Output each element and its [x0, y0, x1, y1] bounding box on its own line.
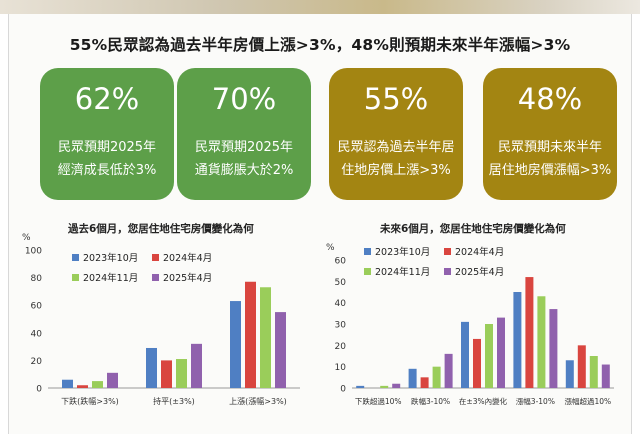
bar — [549, 309, 558, 388]
bar — [275, 312, 286, 388]
legend-label: 2024年11月 — [375, 266, 430, 278]
y-tick-label: 50 — [335, 278, 347, 288]
x-tick-label: 漲幅超過10% — [564, 396, 611, 406]
bar — [146, 347, 157, 388]
legend-label: 2024年11月 — [83, 272, 138, 284]
y-tick-label: 60 — [31, 302, 43, 312]
stat-card-past-price: 55% 民眾認為過去半年居 住地房價上漲>3% — [329, 68, 463, 200]
stat-card-line: 通貨膨脹大於2% — [194, 163, 294, 178]
bar — [107, 372, 118, 388]
y-axis-label: % — [326, 243, 335, 253]
y-tick-label: 10 — [335, 363, 347, 373]
y-tick-label: 20 — [31, 357, 43, 367]
bar — [380, 385, 389, 388]
stat-card-value: 48% — [517, 82, 583, 116]
stat-card-value: 55% — [363, 82, 429, 116]
y-tick-label: 40 — [31, 329, 43, 339]
y-tick-label: 80 — [31, 274, 43, 284]
y-tick-label: 30 — [335, 321, 347, 331]
stat-card-gdp: 62% 民眾預期2025年 經濟成長低於3% — [40, 68, 174, 200]
y-tick-label: 20 — [335, 342, 347, 352]
bar — [577, 345, 586, 388]
legend-label: 2023年10月 — [83, 252, 138, 264]
stat-card-value: 70% — [211, 82, 277, 116]
legend-swatch — [364, 268, 371, 275]
bar — [92, 381, 103, 388]
chart-title: 未來6個月，您居住地住宅房價變化為何 — [379, 222, 566, 235]
legend-swatch — [152, 274, 159, 281]
legend-swatch — [444, 268, 451, 275]
bar — [191, 343, 202, 388]
legend-swatch — [72, 274, 79, 281]
bar — [601, 364, 610, 388]
bar — [408, 368, 417, 388]
stat-card-future-price: 48% 民眾預期未來半年 居住地房價漲幅>3% — [483, 68, 617, 200]
past-price-chart-svg: 過去6個月，您居住地住宅房價變化為何% 0 20 40 60 80 100 下跌(跌幅>3%)… — [22, 222, 300, 406]
bar — [513, 292, 522, 388]
legend-label: 2024年4月 — [455, 246, 504, 258]
x-tick-label: 漲幅3-10% — [516, 396, 555, 406]
bar — [444, 353, 453, 388]
y-axis-label: % — [22, 233, 31, 243]
legend-swatch — [72, 254, 79, 261]
stat-card-description: 民眾預期2025年 經濟成長低於3% — [44, 136, 170, 182]
bar — [77, 385, 88, 388]
bar — [392, 383, 401, 388]
stat-card-line: 經濟成長低於3% — [57, 163, 157, 178]
x-tick-label: 在±3%內變化 — [459, 396, 508, 406]
bar — [473, 338, 481, 388]
stat-card-description: 民眾預期未來半年 居住地房價漲幅>3% — [487, 136, 613, 182]
bar — [525, 277, 534, 388]
bar — [245, 281, 256, 388]
bar — [420, 377, 429, 388]
top-decorative-bar — [0, 0, 640, 14]
bar — [497, 317, 505, 388]
x-tick-label: 上漲(漲幅>3%) — [229, 396, 287, 406]
legend-swatch — [152, 254, 159, 261]
bar — [589, 356, 598, 388]
headline: 55%民眾認為過去半年房價上漲>3%，48%則預期未來半年漲幅>3% — [69, 36, 571, 54]
y-tick-label: 40 — [335, 299, 347, 309]
bar — [230, 301, 241, 388]
stat-card-line: 民眾預期2025年 — [194, 140, 294, 155]
x-tick-label: 下跌超過10% — [355, 396, 402, 406]
legend-label: 2023年10月 — [375, 246, 430, 258]
legend-swatch — [444, 248, 451, 255]
y-tick-label: 60 — [335, 257, 347, 267]
bar — [260, 287, 271, 388]
bar — [461, 321, 469, 388]
bar — [62, 379, 73, 388]
stat-card-line: 民眾認為過去半年居 — [337, 140, 455, 155]
x-tick-label: 下跌(跌幅>3%) — [61, 396, 119, 406]
legend-label: 2024年4月 — [163, 252, 212, 264]
past-price-chart: 過去6個月，您居住地住宅房價變化為何% 0 20 40 60 80 100 下跌(跌幅>3%)… — [18, 218, 308, 422]
bar — [432, 366, 441, 388]
stat-card-line: 民眾預期2025年 — [57, 140, 157, 155]
y-tick-label: 100 — [25, 247, 42, 257]
bar — [485, 324, 493, 388]
stat-card-line: 住地房價上漲>3% — [341, 163, 451, 178]
bar — [565, 360, 574, 388]
stat-card-description: 民眾認為過去半年居 住地房價上漲>3% — [333, 136, 459, 182]
stat-card-value: 62% — [74, 82, 140, 116]
bar — [537, 296, 546, 388]
x-tick-label: 跌幅3-10% — [411, 396, 450, 406]
future-price-chart: 未來6個月，您居住地住宅房價變化為何% 0 10 20 30 40 50 60 下跌超過10% 跌… — [322, 218, 622, 422]
stat-card-line: 居住地房價漲幅>3% — [488, 163, 612, 178]
stat-card-line: 民眾預期未來半年 — [497, 140, 602, 155]
stat-card-description: 民眾預期2025年 通貨膨脹大於2% — [181, 136, 307, 182]
bar — [356, 385, 365, 388]
legend-label: 2025年4月 — [163, 272, 212, 284]
legend-label: 2025年4月 — [455, 266, 504, 278]
bar — [161, 360, 172, 388]
y-tick-label: 0 — [340, 385, 346, 395]
bar — [176, 359, 187, 388]
y-tick-label: 0 — [36, 385, 42, 395]
chart-title: 過去6個月，您居住地住宅房價變化為何 — [67, 222, 254, 235]
legend-swatch — [364, 248, 371, 255]
future-price-chart-svg: 未來6個月，您居住地住宅房價變化為何% 0 10 20 30 40 50 60 下跌超過10% 跌… — [326, 222, 614, 406]
x-tick-label: 持平(±3%) — [153, 396, 195, 406]
stat-card-inflation: 70% 民眾預期2025年 通貨膨脹大於2% — [177, 68, 311, 200]
